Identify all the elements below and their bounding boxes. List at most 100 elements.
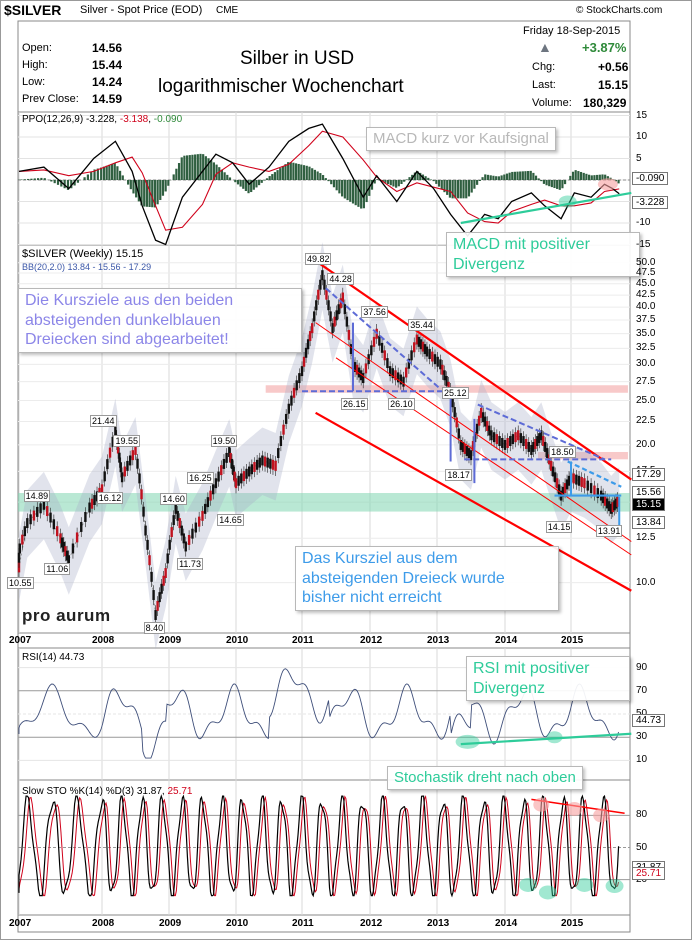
price-candle (253, 462, 256, 472)
price-candle (555, 478, 559, 489)
peak-label-18-17: 18.17 (445, 468, 472, 481)
price-candle (134, 445, 137, 455)
price-candle (603, 495, 607, 506)
price-candle (271, 459, 275, 470)
ppo-axis-label--15: -15 (636, 238, 651, 250)
x-tick-bottom-2015: 2015 (561, 918, 584, 929)
price-candle (93, 495, 96, 505)
price-candle (511, 434, 515, 445)
price-candle (209, 490, 212, 501)
price-candle (29, 514, 32, 525)
price-candle (119, 462, 122, 473)
peak-label-19-55: 19.55 (113, 434, 140, 447)
price-candle (613, 500, 616, 511)
peak-label-21-44: 21.44 (90, 414, 117, 427)
price-candle (428, 349, 431, 360)
price-candle (290, 395, 293, 406)
note-macd-divergence: MACD mit positiver Divergenz (446, 232, 640, 278)
rsi-highlight-1 (455, 734, 480, 749)
peak-label-49-82: 49.82 (304, 252, 332, 265)
price-axis-label-32.5: 32.5 (636, 342, 656, 354)
note-target-not-reached: Das Kursziel aus dem absteigenden Dreiec… (295, 546, 559, 611)
resistance-band-lower (538, 451, 628, 460)
x-tick-main-2015: 2015 (561, 635, 584, 646)
price-candle (292, 387, 296, 398)
price-candle (469, 450, 473, 461)
sto-red-highlight-0 (533, 797, 550, 812)
price-candle (317, 289, 320, 300)
price-candle (567, 475, 571, 486)
note-targets-done: Die Kursziele aus den beiden absteigende… (18, 288, 302, 353)
ppo-highlight-red (597, 178, 618, 191)
price-candle (524, 438, 528, 449)
price-candle (399, 374, 403, 385)
price-candle (274, 460, 277, 471)
price-candle (187, 534, 191, 545)
x-tick-main-2010: 2010 (226, 635, 249, 646)
price-candle (441, 364, 444, 375)
price-candle (532, 441, 535, 452)
peak-label-13-91: 13.91 (595, 524, 623, 537)
price-candle (419, 339, 423, 350)
price-candle (138, 473, 141, 484)
price-candle (546, 448, 549, 459)
price-candle (60, 537, 64, 548)
x-tick-bottom-2013: 2013 (427, 918, 450, 929)
x-axis-strip-2 (17, 914, 631, 933)
price-candle (222, 458, 226, 469)
price-candle (331, 323, 334, 334)
price-candle (206, 497, 210, 508)
price-candle (123, 466, 126, 477)
open-label: Open: (22, 42, 52, 54)
price-candle (498, 436, 501, 446)
triangle-3-top (567, 460, 622, 488)
ppo-axis-label-5: 5 (636, 152, 642, 164)
ppo-legend: PPO(12,26,9) -3.228, -3.138, -0.090 (22, 114, 183, 125)
price-candle (563, 483, 567, 494)
price-candle (321, 270, 324, 281)
price-candle (298, 373, 301, 384)
price-axis-label-12.5: 12.5 (636, 532, 656, 544)
note-macd-signal: MACD kurz vor Kaufsignal (366, 127, 556, 152)
tag-sto-d: 25.71 (632, 867, 666, 881)
description-label: Silver - Spot Price (EOD) (80, 4, 203, 16)
price-candle (156, 600, 159, 611)
triangle-1-top (325, 287, 442, 390)
x-tick-main-2007: 2007 (9, 635, 32, 646)
price-candle (164, 568, 167, 578)
sto-legend-d: 25.71 (167, 786, 193, 797)
rsi-axis-label-30: 30 (636, 731, 648, 743)
price-candle (345, 316, 349, 327)
price-candle (551, 466, 555, 477)
x-tick-main-2011: 2011 (292, 635, 314, 646)
price-candle (514, 432, 517, 443)
price-candle (64, 546, 67, 557)
ppo-axis-label-15: 15 (636, 109, 648, 121)
price-candle (26, 518, 29, 529)
peak-label-14-15: 14.15 (545, 521, 573, 534)
price-candle (152, 590, 155, 600)
price-candle (423, 344, 427, 355)
triangle-2-top (477, 403, 605, 461)
x-tick-bottom-2008: 2008 (92, 918, 115, 929)
price-candle (417, 336, 421, 347)
tag-bb-mid: 15.56 (632, 485, 666, 499)
price-candle (355, 364, 359, 375)
price-candle (311, 323, 314, 334)
price-candle (565, 479, 569, 490)
price-candle (319, 279, 322, 290)
price-candle (480, 407, 483, 418)
price-candle (530, 445, 533, 455)
price-candle (46, 506, 49, 517)
price-candle (120, 472, 124, 483)
price-candle (580, 477, 583, 487)
ppo-legend-v2: -3.138 (119, 114, 149, 125)
peak-label-14-89: 14.89 (23, 489, 51, 502)
price-candle (172, 515, 175, 526)
price-candle (55, 526, 59, 537)
price-candle (217, 471, 220, 482)
price-candle (168, 539, 171, 550)
price-candle (391, 368, 394, 379)
peak-label-18-50: 18.50 (549, 445, 576, 458)
price-candle (108, 447, 112, 458)
